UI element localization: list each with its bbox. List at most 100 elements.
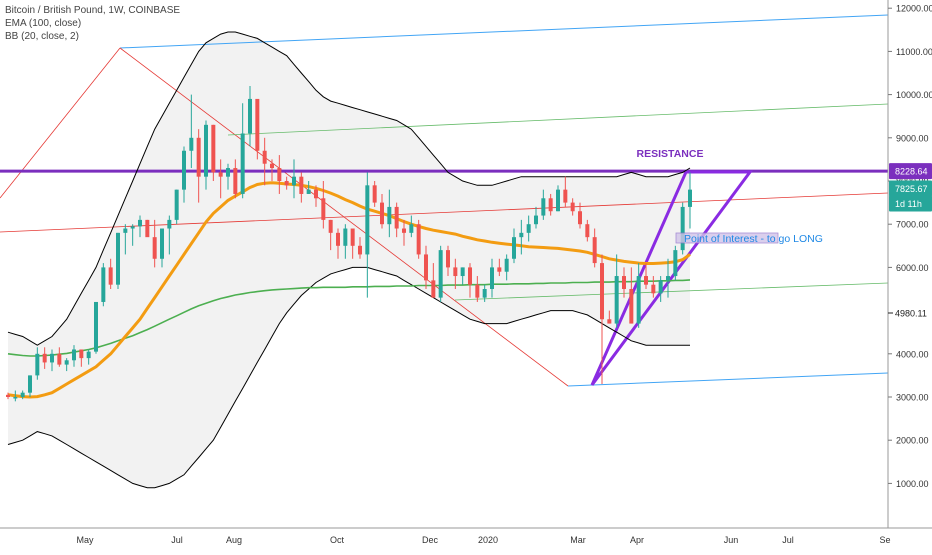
current-price-badge-bg [889,180,932,197]
candle-body [189,137,194,151]
candle-body [64,360,69,365]
candle [204,120,208,190]
candle-body [534,215,538,225]
candle-body [453,267,458,277]
candle-body [644,276,648,285]
candle-body [284,181,289,186]
candle [314,185,318,207]
candle [387,189,392,238]
candle [130,224,135,246]
candle-body [167,219,172,229]
candle [57,347,62,367]
candle [504,254,509,281]
candle-body [526,224,531,233]
candle-body [680,206,685,251]
candle-body [50,353,54,363]
candle [600,254,604,385]
y-axis-area [888,0,932,528]
candle [299,172,304,203]
y-tick-label: 6000.00 [896,263,929,273]
candle [145,219,150,238]
candle [262,137,267,186]
candle [578,202,582,229]
candle-body [636,276,641,324]
y-tick-label: 12000.00 [896,4,932,14]
x-tick-label: Oct [330,535,345,545]
candle [284,176,289,190]
countdown-badge-text: 1d 11h [895,199,922,209]
candle-body [585,224,590,238]
candle-body [556,189,560,212]
candle-body [548,198,553,212]
candle [116,232,120,289]
candle-body [240,133,245,194]
trend-green-lower [454,282,889,301]
candle [248,85,252,147]
candle-body [152,237,157,259]
current-price-badge-text: 7825.67 [895,184,928,194]
candle-body [658,280,663,294]
x-tick-label: Mar [570,535,586,545]
candle [64,358,69,372]
candle [585,219,590,242]
candle-body [578,211,582,225]
candle [592,228,597,268]
candle [321,181,326,229]
legend-bb[interactable]: BB (20, close, 2) [5,31,79,42]
candle [277,155,282,194]
candle [189,94,194,169]
candle [350,228,355,259]
candle-body [108,267,113,285]
candle [519,219,524,255]
candle [570,198,575,216]
candle [482,284,487,302]
candle [409,215,414,238]
candle-body [387,206,392,225]
candle [556,185,560,212]
candle [658,276,663,302]
bb-lower-line [7,266,690,489]
legend-ema[interactable]: EMA (100, close) [5,18,82,29]
candle [548,193,553,216]
y-tick-label: 2000.00 [896,436,929,446]
candle [138,215,142,238]
resistance-label: RESISTANCE [637,148,704,160]
countdown-badge: 1d 11h [889,195,932,212]
candle-body [570,202,575,212]
candle-body [292,176,296,186]
legend-symbol[interactable]: Bitcoin / British Pound, 1W, COINBASE [5,5,181,16]
candles [6,85,692,402]
candle-body [233,168,238,194]
candle [526,215,531,242]
candle-body [262,150,267,164]
candle-body [248,98,252,134]
candle-body [138,219,142,227]
candle-body [416,224,421,255]
countdown-badge-bg [889,195,932,212]
candle [226,163,230,190]
level-price-badge-text: 4980.11 [895,309,927,319]
candle-body [482,289,487,298]
candle-body [20,392,25,397]
candle-body [504,258,509,272]
candle [20,390,25,400]
y-tick-label: 1000.00 [896,479,929,489]
candle-body [688,189,692,207]
candle-body [86,351,91,359]
candle [460,267,465,285]
x-tick-label: Jun [724,535,739,545]
x-tick-label: Aug [226,535,242,545]
candle-body [226,168,230,177]
candle [6,392,10,400]
candle [666,258,670,298]
trend-red-up [0,47,121,199]
candle-body [321,198,326,220]
x-tick-label: Apr [630,535,644,545]
channel-lower-line [567,372,889,387]
bb-fill [8,32,690,488]
candle [292,159,296,199]
candle-body [490,267,494,289]
candle [402,219,406,246]
